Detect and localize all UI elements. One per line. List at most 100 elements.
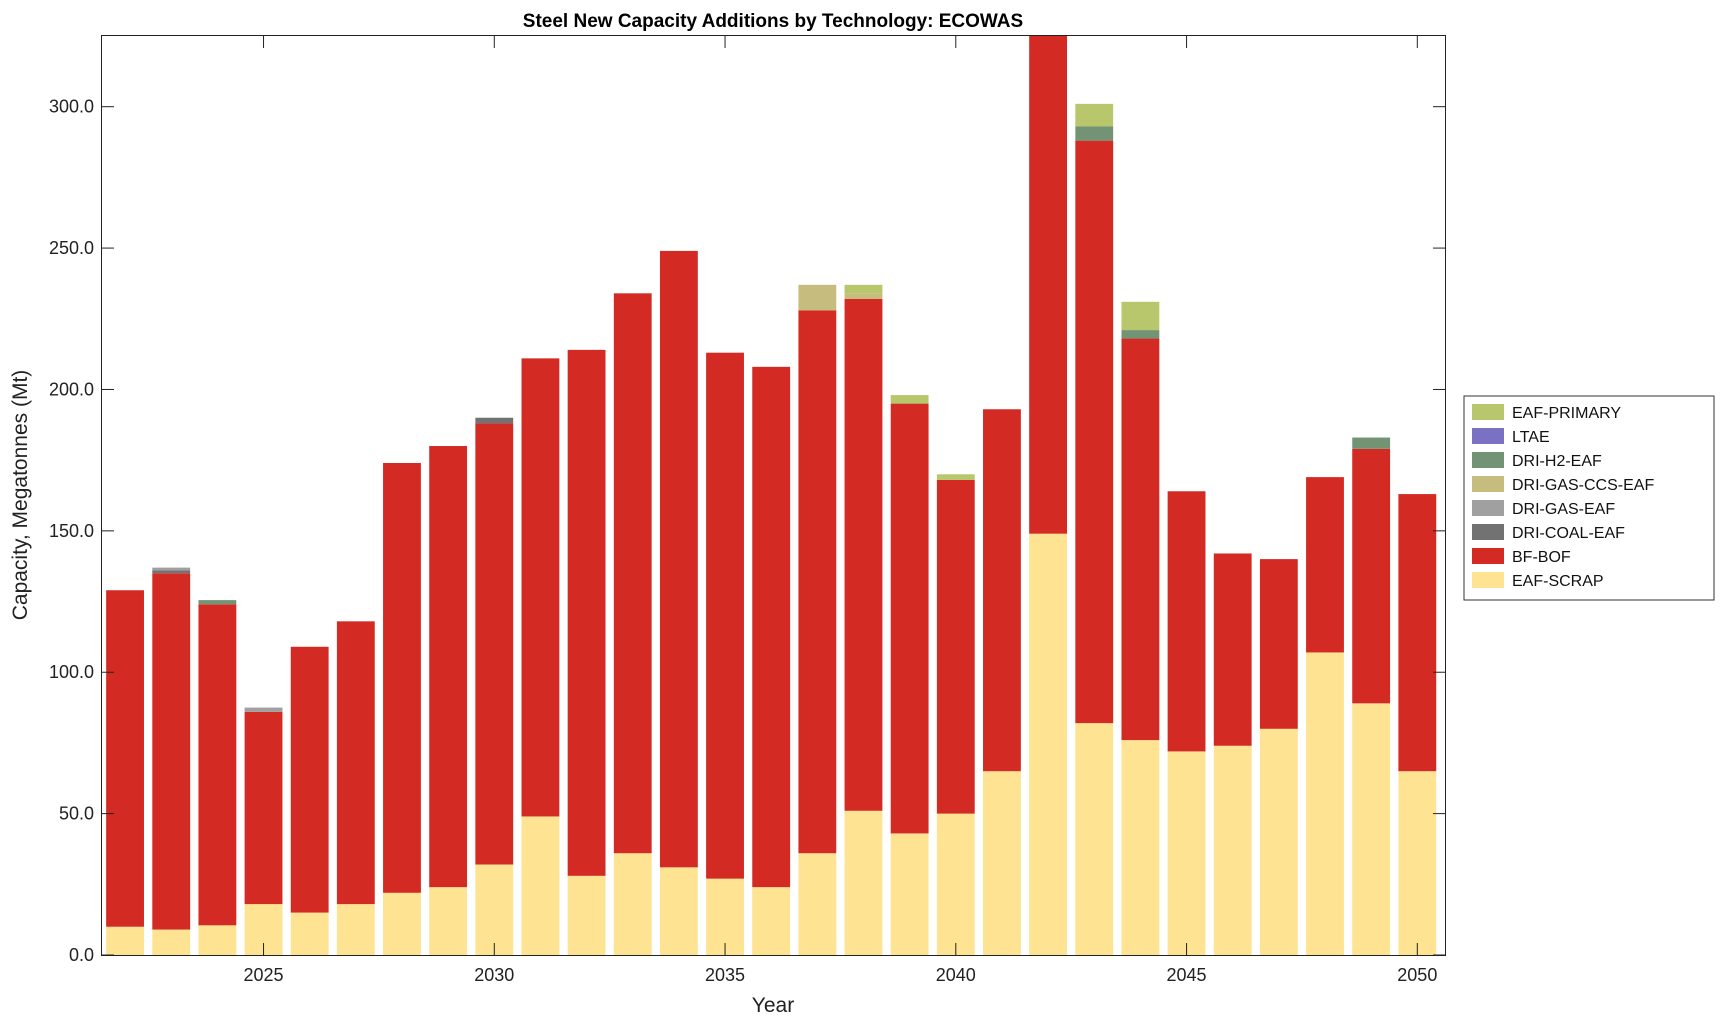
bar-dri-gas-eaf-2023 <box>152 567 191 571</box>
bar-bf-bof-2048 <box>1306 477 1344 653</box>
y-tick-label: 300.0 <box>49 97 94 117</box>
bar-dri-h2-eaf-2024 <box>198 600 237 605</box>
bar-bf-bof-2044 <box>1121 338 1160 741</box>
bar-eaf-primary-2043 <box>1075 103 1114 127</box>
legend-swatch-dri-gas-eaf <box>1472 500 1504 516</box>
bar-bf-bof-2026 <box>290 646 329 913</box>
y-axis-label: Capacity, Megatonnes (Mt) <box>9 370 32 621</box>
bar-eaf-scrap-2033 <box>613 853 652 955</box>
legend-label-dri-h2-eaf: DRI-H2-EAF <box>1512 453 1602 470</box>
bar-eaf-scrap-2024 <box>198 925 237 955</box>
legend-swatch-eaf-primary <box>1472 404 1504 420</box>
x-tick-label: 2040 <box>936 965 976 985</box>
bar-dri-gas-eaf-2025 <box>244 707 283 712</box>
bar-eaf-scrap-2034 <box>659 867 698 955</box>
bar-eaf-scrap-2037 <box>798 853 837 955</box>
x-tick-label: 2045 <box>1167 965 1207 985</box>
bar-bf-bof-2040 <box>936 479 975 814</box>
bar-eaf-scrap-2027 <box>336 904 375 955</box>
legend-label-bf-bof: BF-BOF <box>1512 549 1571 566</box>
y-axis: 0.0 50.0 100.0 150.0 200.0 250.0 300.0 <box>49 97 1445 965</box>
bar-dri-h2-eaf-2044 <box>1121 330 1160 339</box>
bar-bf-bof-2042 <box>1029 36 1068 534</box>
y-tick-label: 200.0 <box>49 379 94 399</box>
bar-eaf-primary-2038 <box>844 284 883 294</box>
bar-eaf-scrap-2043 <box>1075 723 1114 955</box>
legend-swatch-dri-gas-ccs-eaf <box>1472 476 1504 492</box>
bar-eaf-scrap-2031 <box>521 816 560 955</box>
bar-bf-bof-2033 <box>613 293 652 854</box>
legend-label-dri-gas-eaf: DRI-GAS-EAF <box>1512 501 1615 518</box>
legend-swatch-ltae <box>1472 428 1504 444</box>
bar-bf-bof-2027 <box>336 621 375 905</box>
bar-eaf-scrap-2045 <box>1167 751 1206 955</box>
bar-eaf-scrap-2047 <box>1259 728 1298 955</box>
y-tick-label: 0.0 <box>69 945 94 965</box>
bar-eaf-scrap-2048 <box>1306 652 1344 955</box>
bar-bf-bof-2029 <box>429 446 468 888</box>
bar-dri-gas-ccs-eaf-2038 <box>844 293 883 299</box>
x-tick-label: 2050 <box>1397 965 1437 985</box>
bar-bf-bof-2036 <box>752 366 791 888</box>
bar-eaf-scrap-2038 <box>844 810 883 955</box>
bar-bf-bof-2031 <box>521 358 560 817</box>
legend-swatch-eaf-scrap <box>1472 572 1504 588</box>
bar-eaf-scrap-2050 <box>1398 771 1437 955</box>
bar-bf-bof-2022 <box>106 590 144 927</box>
legend-label-eaf-scrap: EAF-SCRAP <box>1512 573 1604 590</box>
y-tick-label: 50.0 <box>59 804 94 824</box>
bar-eaf-primary-2039 <box>890 395 929 404</box>
bar-eaf-scrap-2041 <box>983 771 1021 955</box>
bar-bf-bof-2050 <box>1398 494 1437 772</box>
bar-eaf-scrap-2039 <box>890 833 929 955</box>
bar-eaf-scrap-2035 <box>706 878 744 955</box>
bars-group <box>106 36 1437 955</box>
chart-title: Steel New Capacity Additions by Technolo… <box>523 11 1023 32</box>
bar-eaf-scrap-2049 <box>1352 703 1391 955</box>
bar-eaf-scrap-2028 <box>383 892 421 955</box>
legend-swatch-dri-h2-eaf <box>1472 452 1504 468</box>
bar-bf-bof-2039 <box>890 403 929 834</box>
bar-dri-coal-eaf-2023 <box>152 570 191 574</box>
bar-eaf-primary-2044 <box>1121 301 1160 331</box>
bar-bf-bof-2038 <box>844 298 883 811</box>
bar-bf-bof-2047 <box>1259 559 1298 729</box>
bar-bf-bof-2049 <box>1352 448 1391 704</box>
bar-bf-bof-2030 <box>475 423 514 865</box>
bar-bf-bof-2034 <box>659 250 698 868</box>
bar-eaf-scrap-2026 <box>290 912 329 955</box>
legend-swatch-dri-coal-eaf <box>1472 524 1504 540</box>
bar-bf-bof-2045 <box>1167 491 1206 752</box>
bar-eaf-scrap-2023 <box>152 929 191 955</box>
x-tick-label: 2035 <box>705 965 745 985</box>
bar-dri-gas-ccs-eaf-2037 <box>798 284 837 311</box>
bar-bf-bof-2041 <box>983 409 1021 772</box>
bar-bf-bof-2037 <box>798 310 837 854</box>
legend: EAF-PRIMARY LTAE DRI-H2-EAF DRI-GAS-CCS-EAF… <box>1463 395 1715 601</box>
bar-eaf-scrap-2032 <box>567 875 606 955</box>
bar-eaf-scrap-2040 <box>936 813 975 955</box>
bar-eaf-scrap-2042 <box>1029 533 1068 955</box>
bar-eaf-scrap-2044 <box>1121 740 1160 955</box>
bar-dri-coal-eaf-2030 <box>475 417 514 424</box>
bar-eaf-primary-2040 <box>936 474 975 480</box>
legend-swatch-bf-bof <box>1472 548 1504 564</box>
bar-bf-bof-2025 <box>244 711 283 905</box>
y-tick-label: 150.0 <box>49 521 94 541</box>
bar-bf-bof-2035 <box>706 352 744 879</box>
bar-dri-h2-eaf-2043 <box>1075 126 1114 141</box>
legend-box <box>1463 395 1715 601</box>
legend-label-dri-coal-eaf: DRI-COAL-EAF <box>1512 525 1625 542</box>
x-axis: 2025 2030 2035 2040 2045 2050 <box>244 36 1437 985</box>
bar-bf-bof-2028 <box>383 462 421 893</box>
plot-frame <box>101 35 1446 956</box>
legend-label-dri-gas-ccs-eaf: DRI-GAS-CCS-EAF <box>1512 477 1654 494</box>
bar-bf-bof-2046 <box>1213 553 1252 746</box>
y-tick-label: 250.0 <box>49 238 94 258</box>
bar-eaf-scrap-2036 <box>752 887 791 955</box>
bar-bf-bof-2023 <box>152 573 191 930</box>
bar-bf-bof-2032 <box>567 349 606 876</box>
bar-dri-h2-eaf-2049 <box>1352 437 1391 449</box>
bar-bf-bof-2024 <box>198 604 237 926</box>
x-tick-label: 2025 <box>244 965 284 985</box>
